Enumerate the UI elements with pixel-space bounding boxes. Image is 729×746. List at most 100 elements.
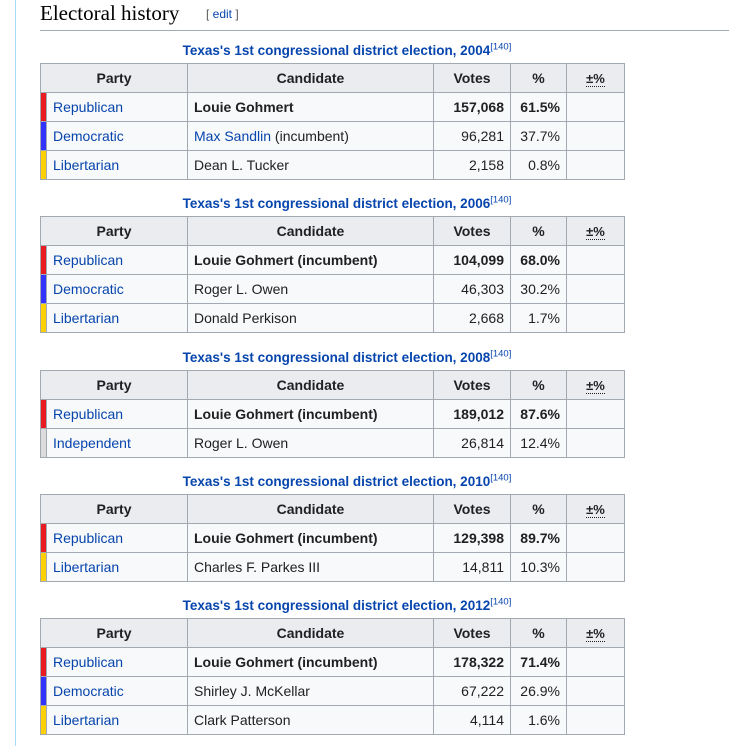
header-candidate: Candidate [187, 370, 434, 400]
table-row: Republican Louie Gohmert 157,068 61.5% [40, 92, 625, 122]
election-table-2008: Party Candidate Votes % ±% Republican Lo… [40, 370, 625, 458]
party-link[interactable]: Democratic [46, 676, 188, 706]
header-candidate: Candidate [187, 494, 434, 524]
candidate-name: Roger L. Owen [194, 435, 289, 451]
edit-section-control: [ edit ] [206, 7, 239, 21]
table-row: Libertarian Dean L. Tucker 2,158 0.8% [40, 150, 625, 180]
votes-cell: 96,281 [433, 121, 511, 151]
reference-link[interactable]: [140] [490, 348, 512, 360]
candidate-name: Dean L. Tucker [194, 157, 289, 173]
header-votes: Votes [433, 618, 511, 648]
percent-cell: 10.3% [510, 552, 567, 582]
edit-link[interactable]: edit [212, 7, 233, 21]
change-cell [566, 676, 625, 706]
table-row: Republican Louie Gohmert (incumbent) 104… [40, 245, 625, 275]
reference-link[interactable]: [140] [490, 41, 512, 53]
header-change: ±% [566, 494, 625, 524]
change-abbr[interactable]: ±% [586, 71, 605, 87]
candidate-cell: Max Sandlin (incumbent) [187, 121, 434, 151]
party-link[interactable]: Libertarian [46, 705, 188, 735]
table-row: Libertarian Clark Patterson 4,114 1.6% [40, 705, 625, 735]
header-votes: Votes [433, 216, 511, 246]
caption-text[interactable]: Texas's 1st congressional district elect… [182, 598, 491, 613]
change-cell [566, 303, 625, 333]
candidate-name: Louie Gohmert (incumbent) [194, 252, 378, 268]
percent-cell: 1.6% [510, 705, 567, 735]
candidate-cell: Donald Perkison [187, 303, 434, 333]
votes-cell: 129,398 [433, 523, 511, 553]
candidate-cell: Dean L. Tucker [187, 150, 434, 180]
party-link[interactable]: Democratic [46, 121, 188, 151]
election-caption-2012: Texas's 1st congressional district elect… [40, 596, 654, 614]
election-caption-2008: Texas's 1st congressional district elect… [40, 348, 654, 366]
candidate-cell: Louie Gohmert [187, 92, 434, 122]
header-candidate: Candidate [187, 618, 434, 648]
percent-cell: 30.2% [510, 274, 567, 304]
reference-link[interactable]: [140] [490, 194, 512, 206]
header-party: Party [40, 63, 188, 93]
party-link[interactable]: Republican [46, 399, 188, 429]
party-link[interactable]: Democratic [46, 274, 188, 304]
change-abbr[interactable]: ±% [586, 502, 605, 518]
change-cell [566, 150, 625, 180]
change-cell [566, 245, 625, 275]
edit-bracket-open: [ [206, 7, 213, 21]
change-cell [566, 274, 625, 304]
header-change: ±% [566, 370, 625, 400]
votes-cell: 14,811 [433, 552, 511, 582]
election-caption-2004: Texas's 1st congressional district elect… [40, 41, 654, 59]
header-change: ±% [566, 618, 625, 648]
party-link[interactable]: Libertarian [46, 552, 188, 582]
candidate-link[interactable]: Max Sandlin [194, 128, 272, 144]
candidate-cell: Louie Gohmert (incumbent) [187, 399, 434, 429]
table-row: Libertarian Charles F. Parkes III 14,811… [40, 552, 625, 582]
candidate-name: Roger L. Owen [194, 281, 289, 297]
header-pct: % [510, 216, 567, 246]
caption-text[interactable]: Texas's 1st congressional district elect… [182, 43, 491, 58]
change-abbr[interactable]: ±% [586, 378, 605, 394]
header-party: Party [40, 370, 188, 400]
candidate-cell: Roger L. Owen [187, 274, 434, 304]
candidate-name: Louie Gohmert (incumbent) [194, 530, 378, 546]
percent-cell: 61.5% [510, 92, 567, 122]
table-row: Democratic Roger L. Owen 46,303 30.2% [40, 274, 625, 304]
election-caption-2010: Texas's 1st congressional district elect… [40, 472, 654, 490]
party-link[interactable]: Republican [46, 647, 188, 677]
table-row: Democratic Shirley J. McKellar 67,222 26… [40, 676, 625, 706]
votes-cell: 2,668 [433, 303, 511, 333]
party-link[interactable]: Republican [46, 92, 188, 122]
header-votes: Votes [433, 63, 511, 93]
party-link[interactable]: Republican [46, 245, 188, 275]
table-row: Republican Louie Gohmert (incumbent) 129… [40, 523, 625, 553]
party-link[interactable]: Independent [46, 428, 188, 458]
edit-bracket-close: ] [232, 7, 239, 21]
candidate-cell: Louie Gohmert (incumbent) [187, 647, 434, 677]
caption-text[interactable]: Texas's 1st congressional district elect… [182, 474, 491, 489]
votes-cell: 46,303 [433, 274, 511, 304]
votes-cell: 2,158 [433, 150, 511, 180]
change-abbr[interactable]: ±% [586, 224, 605, 240]
caption-text[interactable]: Texas's 1st congressional district elect… [182, 196, 491, 211]
votes-cell: 178,322 [433, 647, 511, 677]
table-header-row: Party Candidate Votes % ±% [40, 370, 625, 400]
candidate-cell: Louie Gohmert (incumbent) [187, 245, 434, 275]
reference-link[interactable]: [140] [490, 596, 512, 608]
votes-cell: 157,068 [433, 92, 511, 122]
percent-cell: 0.8% [510, 150, 567, 180]
party-link[interactable]: Republican [46, 523, 188, 553]
party-link[interactable]: Libertarian [46, 303, 188, 333]
caption-text[interactable]: Texas's 1st congressional district elect… [182, 350, 491, 365]
change-cell [566, 705, 625, 735]
reference-link[interactable]: [140] [490, 472, 512, 484]
header-candidate: Candidate [187, 63, 434, 93]
change-abbr[interactable]: ±% [586, 626, 605, 642]
header-change: ±% [566, 63, 625, 93]
party-link[interactable]: Libertarian [46, 150, 188, 180]
change-cell [566, 523, 625, 553]
votes-cell: 67,222 [433, 676, 511, 706]
table-row: Republican Louie Gohmert (incumbent) 178… [40, 647, 625, 677]
content-left-border [15, 0, 16, 746]
votes-cell: 104,099 [433, 245, 511, 275]
section-title: Electoral history [40, 1, 180, 25]
section-heading: Electoral history [ edit ] [40, 0, 729, 31]
